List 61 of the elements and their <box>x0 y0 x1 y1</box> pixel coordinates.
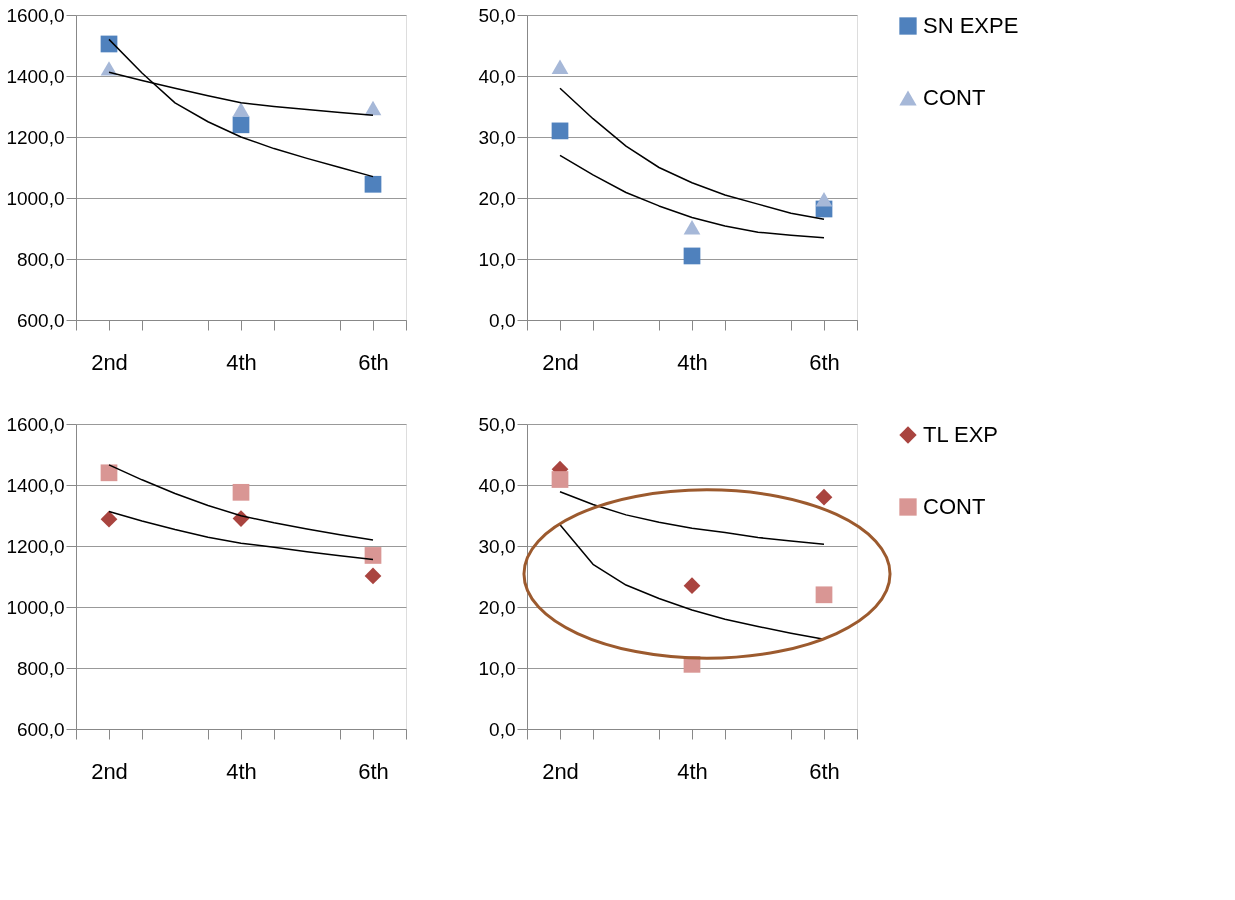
point <box>364 547 382 564</box>
x-tick-label: 4th <box>677 349 708 375</box>
x-tick-label: 4th <box>226 349 257 375</box>
line-series <box>559 490 825 545</box>
y-tick-label: 1400,0 <box>6 474 65 496</box>
point <box>683 247 701 265</box>
point <box>364 100 382 116</box>
y-tick-label: 1400,0 <box>6 65 65 87</box>
y-tick-label: 1600,0 <box>6 4 65 26</box>
y-tick-label: 40,0 <box>478 65 516 87</box>
x-tick-label: 4th <box>226 758 257 784</box>
x-tick-label: 6th <box>809 758 840 784</box>
y-tick-label: 40,0 <box>478 474 516 496</box>
x-tick-label: 6th <box>358 349 389 375</box>
point <box>100 510 118 528</box>
x-tick-label: 6th <box>809 349 840 375</box>
x-tick-label: 6th <box>358 758 389 784</box>
x-tick-label: 4th <box>677 758 708 784</box>
y-tick-label: 1600,0 <box>6 413 65 435</box>
x-tick-label: 2nd <box>542 349 579 375</box>
y-tick-label: 800,0 <box>16 248 65 270</box>
point <box>815 191 833 207</box>
y-tick-label: 0,0 <box>489 309 516 331</box>
x-tick-label: 2nd <box>91 349 128 375</box>
point <box>232 102 250 117</box>
y-tick-label: 1200,0 <box>6 535 65 557</box>
point <box>364 567 382 585</box>
y-tick-label: 50,0 <box>478 413 516 435</box>
point <box>815 586 833 604</box>
y-tick-label: 1200,0 <box>6 126 65 148</box>
point <box>683 577 701 595</box>
point <box>551 122 569 140</box>
y-tick-label: 20,0 <box>478 187 516 209</box>
legend-label: TL EXP <box>923 422 998 447</box>
y-tick-label: 0,0 <box>489 718 516 740</box>
point <box>232 483 250 501</box>
point <box>551 59 569 75</box>
y-tick-label: 1000,0 <box>6 187 65 209</box>
legend-label: CONT <box>923 494 986 519</box>
y-tick-label: 30,0 <box>478 535 516 557</box>
point <box>100 61 118 76</box>
y-tick-label: 50,0 <box>478 4 516 26</box>
point <box>364 175 382 193</box>
y-tick-label: 600,0 <box>16 718 65 740</box>
y-tick-label: 20,0 <box>478 596 516 618</box>
legend-label: CONT <box>923 85 986 110</box>
y-tick-label: 600,0 <box>16 309 65 331</box>
y-tick-label: 10,0 <box>478 657 516 679</box>
point <box>683 220 701 235</box>
legend-label: SN EXPE <box>923 13 1019 38</box>
point <box>815 488 833 506</box>
y-tick-label: 10,0 <box>478 248 516 270</box>
y-tick-label: 800,0 <box>16 657 65 679</box>
point <box>100 464 118 482</box>
y-tick-label: 30,0 <box>478 126 516 148</box>
point <box>551 471 569 488</box>
x-tick-label: 2nd <box>91 758 128 784</box>
point <box>232 116 250 134</box>
x-tick-label: 2nd <box>542 758 579 784</box>
y-tick-label: 1000,0 <box>6 596 65 618</box>
line-series <box>559 154 825 239</box>
